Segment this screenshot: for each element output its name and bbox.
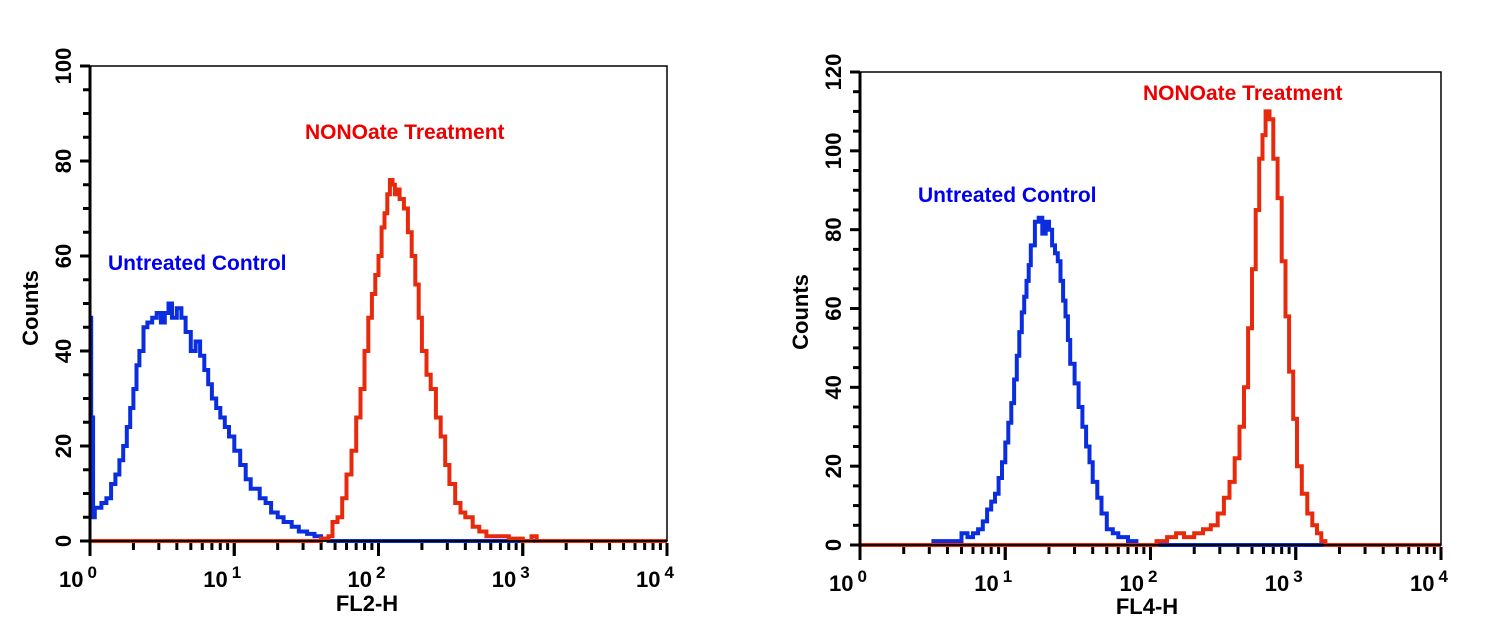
- x-tick-base: 10: [492, 567, 516, 592]
- series-layer: [89, 178, 667, 543]
- x-tick-exponent: 0: [88, 563, 97, 582]
- x-tick-base: 10: [1410, 571, 1434, 596]
- x-tick-exponent: 1: [1003, 567, 1012, 586]
- x-tick-label: 10 1: [974, 567, 1012, 596]
- annotation-untreated-control: Untreated Control: [918, 184, 1097, 207]
- x-tick-base: 10: [1120, 571, 1144, 596]
- annotation-untreated-control: Untreated Control: [108, 252, 287, 275]
- y-tick-label: 40: [51, 339, 76, 363]
- x-axis: 10 0 10 1 10 2 10 3 10 4: [59, 540, 675, 592]
- series-line-nonoate-treatment: [860, 109, 1441, 547]
- x-tick-base: 10: [829, 571, 853, 596]
- x-axis-title: FL4-H: [1116, 594, 1178, 619]
- y-tick-label: 0: [821, 539, 846, 551]
- series-line-nonoate-treatment: [90, 178, 667, 543]
- x-tick-exponent: 2: [376, 563, 385, 582]
- x-tick-label: 10 0: [829, 567, 867, 596]
- y-axis: 0 20 40 60 80 100 120: [821, 54, 862, 553]
- x-tick-base: 10: [203, 567, 227, 592]
- series-line-untreated-control: [860, 215, 1441, 547]
- x-tick-base: 10: [1265, 571, 1289, 596]
- y-tick-label: 100: [51, 48, 76, 85]
- x-tick-exponent: 2: [1148, 567, 1157, 586]
- y-axis: 0 20 40 60 80 100: [51, 48, 92, 549]
- x-tick-exponent: 4: [1439, 567, 1449, 586]
- x-tick-label: 10 2: [1120, 567, 1158, 596]
- annotation-nonoate-treatment: NONOate Treatment: [1143, 82, 1343, 105]
- x-tick-exponent: 4: [665, 563, 675, 582]
- y-axis-title: Counts: [18, 270, 43, 346]
- x-tick-label: 10 1: [203, 563, 241, 592]
- y-tick-label: 100: [821, 132, 846, 169]
- x-tick-label: 10 3: [492, 563, 530, 592]
- x-tick-exponent: 3: [1293, 567, 1302, 586]
- plot-frame: [859, 71, 1442, 546]
- y-tick-label: 20: [821, 454, 846, 478]
- y-tick-label: 40: [821, 375, 846, 399]
- x-tick-exponent: 0: [858, 567, 867, 586]
- y-tick-label: 0: [51, 535, 76, 547]
- x-tick-label: 10 3: [1265, 567, 1303, 596]
- y-tick-label: 120: [821, 54, 846, 91]
- series-line-untreated-control: [89, 301, 667, 543]
- x-tick-base: 10: [348, 567, 372, 592]
- x-axis-title: FL2-H: [336, 591, 398, 616]
- y-axis-title: Counts: [788, 274, 813, 350]
- x-tick-base: 10: [974, 571, 998, 596]
- annotation-nonoate-treatment: NONOate Treatment: [305, 121, 505, 144]
- y-tick-label: 60: [51, 244, 76, 268]
- x-tick-label: 10 4: [636, 563, 674, 592]
- y-tick-label: 20: [51, 434, 76, 458]
- x-tick-exponent: 3: [520, 563, 529, 582]
- x-tick-base: 10: [59, 567, 83, 592]
- x-tick-base: 10: [636, 567, 660, 592]
- y-tick-label: 60: [821, 296, 846, 320]
- y-tick-label: 80: [821, 217, 846, 241]
- x-tick-label: 10 0: [59, 563, 97, 592]
- x-axis: 10 0 10 1 10 2 10 3 10 4: [829, 544, 1449, 596]
- x-tick-label: 10 2: [348, 563, 386, 592]
- x-tick-label: 10 4: [1410, 567, 1448, 596]
- series-layer: [860, 109, 1441, 547]
- y-tick-label: 80: [51, 149, 76, 173]
- x-tick-exponent: 1: [232, 563, 241, 582]
